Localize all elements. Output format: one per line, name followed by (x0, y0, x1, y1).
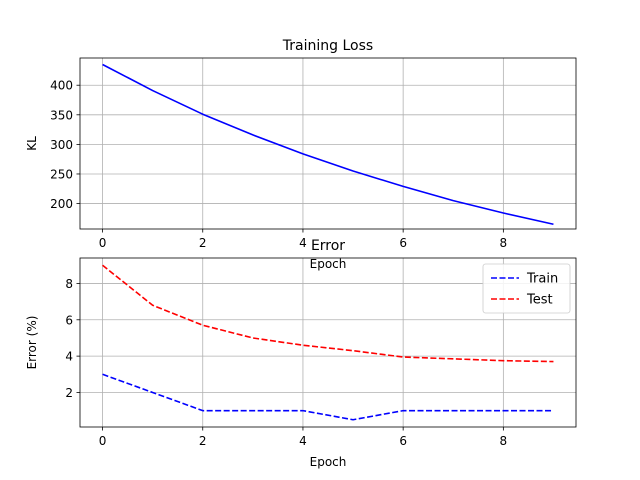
error-chart: 0 2 4 6 8 2 4 6 8 Error Epoch Error (%) Train Test (25, 238, 577, 469)
x-tick-label: 4 (299, 236, 307, 250)
y-tick-label: 4 (65, 350, 73, 364)
legend-label: Test (526, 293, 553, 308)
y-tick-label: 350 (50, 108, 73, 122)
y-tick-label: 200 (50, 197, 73, 211)
axes-frame (79, 57, 577, 230)
chart-title: Error (311, 238, 345, 254)
y-tick-label: 400 (50, 79, 73, 93)
series-line-train (102, 373, 554, 421)
series-line-kl (102, 63, 554, 226)
y-tick-label: 8 (65, 277, 73, 291)
y-axis-label: KL (25, 136, 39, 151)
x-axis-label: Epoch (310, 257, 347, 271)
y-tick-label: 6 (65, 313, 73, 327)
y-tick-label: 300 (50, 138, 73, 152)
x-axis-label: Epoch (310, 455, 347, 469)
y-tick-label: 2 (65, 386, 73, 400)
y-axis-label: Error (%) (25, 316, 39, 370)
axes-frame (79, 257, 577, 428)
legend-box (482, 263, 571, 314)
x-tick-label: 4 (299, 434, 307, 448)
chart-title: Training Loss (282, 38, 373, 54)
x-tick-label: 2 (199, 236, 207, 250)
training-loss-chart: 0 2 4 6 8 200 250 300 350 400 Training Loss Epoch KL (25, 38, 577, 271)
x-tick-label: 8 (500, 236, 508, 250)
x-tick-label: 0 (99, 434, 107, 448)
x-tick-label: 0 (99, 236, 107, 250)
x-tick-label: 6 (399, 434, 407, 448)
x-tick-label: 8 (500, 434, 508, 448)
legend: Train Test (482, 263, 571, 314)
x-tick-label: 6 (399, 236, 407, 250)
y-tick-label: 250 (50, 167, 73, 181)
series-line-test (102, 264, 554, 363)
legend-label: Train (526, 272, 558, 287)
x-tick-label: 2 (199, 434, 207, 448)
